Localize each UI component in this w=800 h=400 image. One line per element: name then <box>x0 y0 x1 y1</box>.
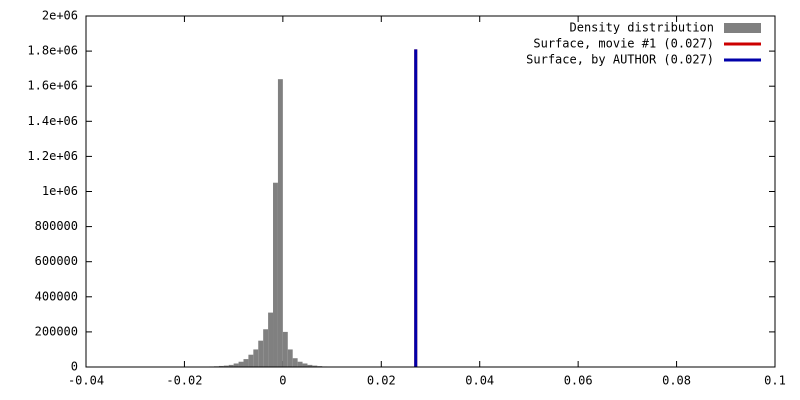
bar <box>277 79 283 368</box>
bar <box>268 312 274 367</box>
y-tick-label: 1e+06 <box>42 184 78 198</box>
bar <box>273 182 278 367</box>
legend-swatch <box>724 23 761 33</box>
y-tick-label: 1.2e+06 <box>27 149 78 163</box>
x-tick-label: 0.02 <box>367 374 396 388</box>
bar <box>297 361 303 367</box>
y-tick-label: 400000 <box>35 289 78 303</box>
bar <box>228 364 234 367</box>
y-tick-label: 1.6e+06 <box>27 79 78 93</box>
y-tick-label: 2e+06 <box>42 9 78 23</box>
y-tick-label: 600000 <box>35 254 78 268</box>
bar <box>248 354 254 367</box>
x-tick-label: 0 <box>279 374 286 388</box>
bar <box>253 349 259 367</box>
bar <box>258 340 264 367</box>
bar <box>243 359 249 367</box>
x-tick-label: 0.06 <box>564 374 593 388</box>
x-tick-label: 0.1 <box>764 374 786 388</box>
y-tick-label: 0 <box>71 360 78 374</box>
x-tick-label: 0.08 <box>662 374 691 388</box>
y-tick-label: 1.8e+06 <box>27 44 78 58</box>
bar <box>233 363 239 367</box>
y-tick-label: 200000 <box>35 324 78 338</box>
bar <box>263 329 269 367</box>
y-tick-label: 800000 <box>35 219 78 233</box>
bar <box>287 349 293 367</box>
bar <box>238 361 244 367</box>
x-tick-label: 0.04 <box>465 374 494 388</box>
bar <box>307 364 313 367</box>
bar <box>302 363 308 367</box>
x-tick-label: -0.04 <box>68 374 104 388</box>
x-tick-label: -0.02 <box>166 374 202 388</box>
bar <box>292 358 298 367</box>
legend-label: Surface, by AUTHOR (0.027) <box>526 53 714 67</box>
legend-label: Density distribution <box>570 21 715 35</box>
legend-label: Surface, movie #1 (0.027) <box>533 37 714 51</box>
bar <box>223 365 229 367</box>
bar <box>312 365 318 367</box>
plot-border <box>85 15 776 368</box>
y-tick-label: 1.4e+06 <box>27 114 78 128</box>
bar <box>282 331 288 367</box>
bar <box>218 365 224 367</box>
